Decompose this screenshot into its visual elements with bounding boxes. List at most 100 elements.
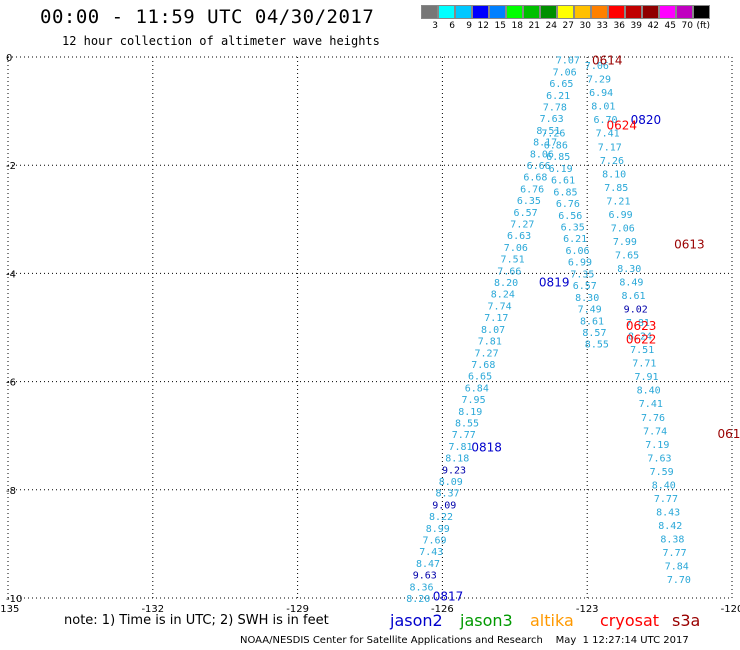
wave-height-point: 6.56 [558, 211, 582, 222]
wave-height-point: 8.24 [491, 290, 515, 301]
wave-height-point: 7.78 [543, 103, 567, 114]
color-scale-swatch [540, 5, 557, 19]
wave-height-point: 7.27 [475, 348, 499, 359]
wave-height-point: 9.63 [413, 571, 437, 582]
color-scale-label: 70 [681, 21, 693, 31]
y-tick-label: 0 [6, 53, 12, 64]
wave-height-point: 7.51 [501, 255, 525, 266]
color-scale-swatch [557, 5, 574, 19]
legend-altika: altika [530, 611, 574, 630]
chart-subtitle: 12 hour collection of altimeter wave hei… [62, 34, 380, 48]
chart-title: 00:00 - 11:59 UTC 04/30/2017 [40, 6, 375, 28]
wave-height-point: 6.35 [517, 196, 541, 207]
x-tick-label: -123 [576, 604, 599, 615]
wave-height-point: 7.26 [541, 129, 565, 140]
y-tick-label: -8 [6, 486, 16, 497]
wave-height-point: 6.84 [465, 383, 489, 394]
wave-height-point: 8.20 [494, 278, 518, 289]
wave-height-point: 8.37 [435, 489, 459, 500]
wave-height-point: 6.65 [468, 372, 492, 383]
wave-height-point: 6.21 [546, 91, 570, 102]
wave-height-point: 6.19 [549, 164, 573, 175]
wave-height-point: 8.40 [637, 386, 661, 397]
wave-height-point: 6.76 [556, 199, 580, 210]
color-scale-swatch [625, 5, 642, 19]
color-scale-label: 33 [596, 21, 608, 31]
wave-height-point: 7.35 [570, 269, 594, 280]
wave-height-point: 7.69 [422, 535, 446, 546]
pass-label: 0622 [626, 332, 657, 346]
color-scale-swatch [455, 5, 472, 19]
pass-label: 0820 [631, 113, 662, 127]
color-scale-label: (ft) [696, 21, 710, 31]
wave-height-point: 7.71 [632, 359, 656, 370]
wave-height-point: 7.19 [645, 440, 669, 451]
color-scale-swatch [523, 5, 540, 19]
wave-height-point: 7.66 [497, 266, 521, 277]
wave-height-point: 6.61 [551, 176, 575, 187]
wave-height-point: 8.06 [530, 149, 554, 160]
wave-height-point: 7.77 [452, 430, 476, 441]
wave-height-point: 8.22 [429, 512, 453, 523]
wave-height-point: 6.68 [523, 173, 547, 184]
wave-height-point: 8.01 [591, 102, 615, 113]
pass-label: 0623 [626, 319, 657, 333]
color-scale-label: 12 [477, 21, 489, 31]
wave-height-point: 6.85 [553, 187, 577, 198]
color-scale-label: 24 [545, 21, 557, 31]
x-tick-label: -132 [141, 604, 164, 615]
pass-label: 0818 [471, 441, 502, 455]
y-tick-label: -2 [6, 161, 16, 172]
wave-height-point: 7.27 [510, 220, 534, 231]
color-scale-label: 36 [613, 21, 625, 31]
x-tick-label: -120 [721, 604, 740, 615]
wave-height-point: 7.85 [604, 183, 628, 194]
color-scale-label: 30 [579, 21, 591, 31]
wave-height-point: 9.23 [442, 465, 466, 476]
footnote: note: 1) Time is in UTC; 2) SWH is in fe… [64, 613, 329, 628]
wave-height-point: 8.61 [580, 316, 604, 327]
wave-height-point: 7.49 [578, 305, 602, 316]
wave-height-point: 8.20 [406, 594, 430, 605]
y-tick-label: -4 [6, 269, 16, 280]
wave-height-point: 6.99 [568, 258, 592, 269]
wave-height-point: 7.68 [471, 360, 495, 371]
color-scale-label: 6 [449, 21, 455, 31]
x-tick-label: -129 [286, 604, 309, 615]
wave-height-point: 7.21 [606, 196, 630, 207]
wave-height-point: 7.77 [663, 548, 687, 559]
wave-height-point: 7.07 [556, 56, 580, 67]
wave-height-point: 6.66 [527, 161, 551, 172]
wave-height-point: 7.41 [639, 399, 663, 410]
wave-height-point: 8.30 [617, 264, 641, 275]
wave-height-point: 8.55 [455, 418, 479, 429]
wave-height-point: 6.94 [589, 88, 613, 99]
wave-height-point: 7.29 [587, 75, 611, 86]
wave-height-point: 7.41 [596, 129, 620, 140]
wave-height-point: 8.51 [536, 126, 560, 137]
wave-height-point: 6.65 [549, 79, 573, 90]
wave-height-point: 8.42 [658, 521, 682, 532]
wave-height-point: 8.09 [439, 477, 463, 488]
color-scale-label: 18 [511, 21, 523, 31]
wave-height-point: 8.24 [628, 332, 652, 343]
color-scale-swatch [659, 5, 676, 19]
y-tick-label: -6 [6, 378, 16, 389]
wave-height-point: 8.40 [652, 480, 676, 491]
pass-label: 0819 [539, 276, 570, 290]
wave-height-point: 6.57 [573, 281, 597, 292]
wave-height-point: 8.17 [533, 138, 557, 149]
pass-label: 0612 [718, 427, 740, 441]
wave-height-point: 7.70 [667, 575, 691, 586]
color-scale-swatch [489, 5, 506, 19]
wave-height-point: 7.74 [643, 426, 667, 437]
wave-height-point: 7.26 [600, 156, 624, 167]
wave-height-point: 6.57 [514, 208, 538, 219]
color-scale-label: 3 [432, 21, 438, 31]
color-scale-swatch [506, 5, 523, 19]
color-scale-swatch [421, 5, 438, 19]
color-scale-labels: 3 6 9 12 15 18 21 24 27 30 33 36 39 42 45 70 (ft) [421, 21, 710, 31]
wave-height-point: 8.07 [481, 325, 505, 336]
wave-height-point: 8.55 [585, 340, 609, 351]
